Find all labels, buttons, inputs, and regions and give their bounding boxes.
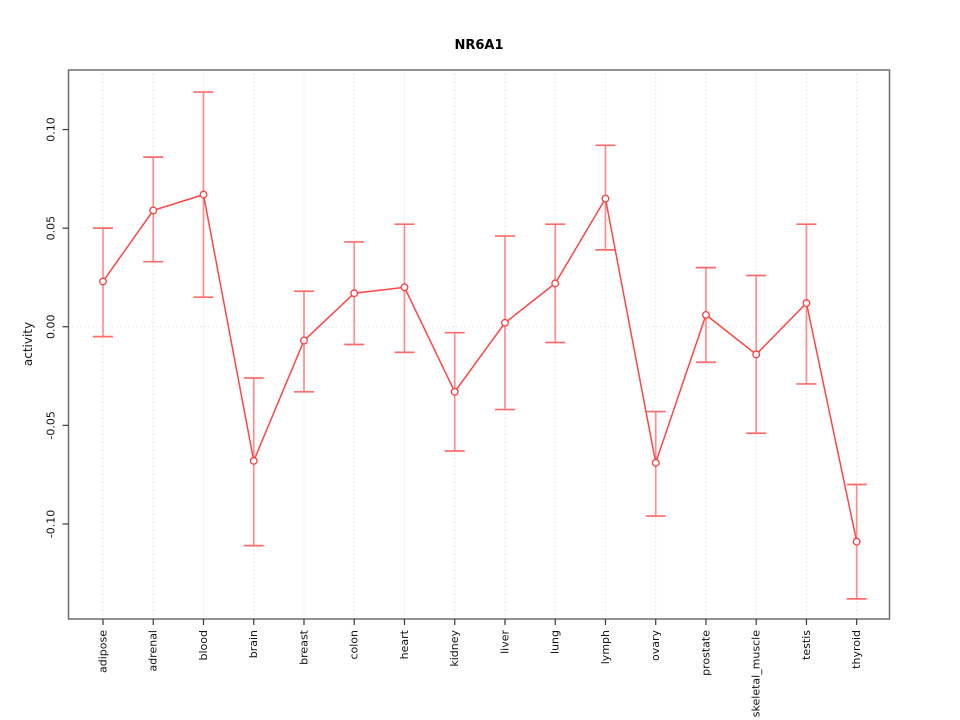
x-category-label: brain [247, 630, 260, 658]
data-point [501, 318, 509, 327]
data-point [350, 289, 359, 298]
x-category-label: lung [549, 630, 562, 654]
x-category-label: blood [197, 630, 210, 660]
data-point [300, 336, 308, 345]
data-point [802, 299, 811, 308]
x-category-label: heart [398, 629, 411, 659]
data-point [450, 387, 459, 396]
data-point [651, 458, 660, 467]
x-category-label: testis [800, 630, 813, 660]
x-category-label: liver [498, 630, 511, 654]
y-tick-label: -0.10 [45, 510, 58, 538]
x-category-label: ovary [649, 630, 662, 662]
y-tick-label: 0.05 [45, 216, 58, 241]
data-point [702, 310, 710, 319]
y-tick-label: 0.00 [45, 315, 58, 340]
plot-box [67, 69, 891, 620]
x-category-label: prostate [699, 630, 712, 676]
data-point [149, 206, 158, 215]
x-category-label: adrenal [147, 630, 160, 672]
x-category-label: lymph [599, 630, 612, 664]
data-point [752, 350, 761, 359]
data-point [601, 194, 610, 203]
chart-title: NR6A1 [454, 38, 504, 53]
y-tick-label: 0.10 [45, 117, 58, 142]
x-category-label: breast [297, 629, 310, 665]
data-point [199, 190, 208, 199]
x-category-label: skeletal_muscle [750, 630, 763, 717]
data-point [249, 456, 258, 465]
series-line [102, 193, 858, 542]
data-point [400, 283, 409, 292]
x-category-label: thyroid [850, 630, 863, 669]
data-point [99, 277, 107, 286]
y-tick-label: -0.05 [45, 411, 58, 439]
x-category-label: kidney [448, 630, 461, 667]
x-category-label: colon [348, 630, 361, 660]
x-category-label: adipose [97, 630, 110, 673]
data-point [551, 279, 560, 288]
data-point [852, 537, 861, 546]
